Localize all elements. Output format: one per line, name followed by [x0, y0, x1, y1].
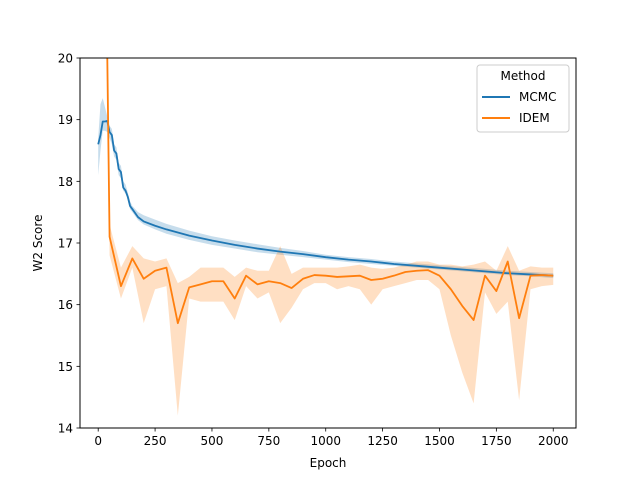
y-tick-label: 14	[58, 422, 73, 436]
y-axis-label: W2 Score	[31, 215, 45, 272]
y-tick-label: 15	[58, 360, 73, 374]
x-tick-label: 0	[94, 434, 102, 448]
x-tick-label: 2000	[538, 434, 569, 448]
legend: Method MCMC IDEM	[476, 64, 570, 133]
y-tick-label: 20	[58, 52, 73, 66]
series-line-mcmc	[97, 120, 554, 277]
x-tick-label: 1750	[481, 434, 512, 448]
y-tick-label: 17	[58, 237, 73, 251]
x-tick-label: 500	[201, 434, 224, 448]
series-lines	[97, 58, 554, 325]
x-axis-label: Epoch	[310, 456, 347, 470]
x-tick-label: 1500	[424, 434, 455, 448]
legend-label-idem: IDEM	[519, 111, 550, 125]
legend-box	[476, 64, 570, 133]
series-line-idem	[106, 58, 554, 325]
x-axis: 0 250 500 750 1000 1250 1500 1750 2000	[94, 428, 569, 448]
x-tick-label: 1000	[310, 434, 341, 448]
x-tick-label: 250	[144, 434, 167, 448]
y-tick-label: 16	[58, 298, 73, 312]
y-axis: 14 15 16 17 18 19 20	[58, 52, 80, 436]
legend-title: Method	[500, 69, 545, 83]
legend-label-mcmc: MCMC	[519, 90, 556, 104]
y-tick-label: 19	[58, 113, 73, 127]
x-tick-label: 1250	[367, 434, 398, 448]
y-tick-label: 18	[58, 175, 73, 189]
x-tick-label: 750	[257, 434, 280, 448]
